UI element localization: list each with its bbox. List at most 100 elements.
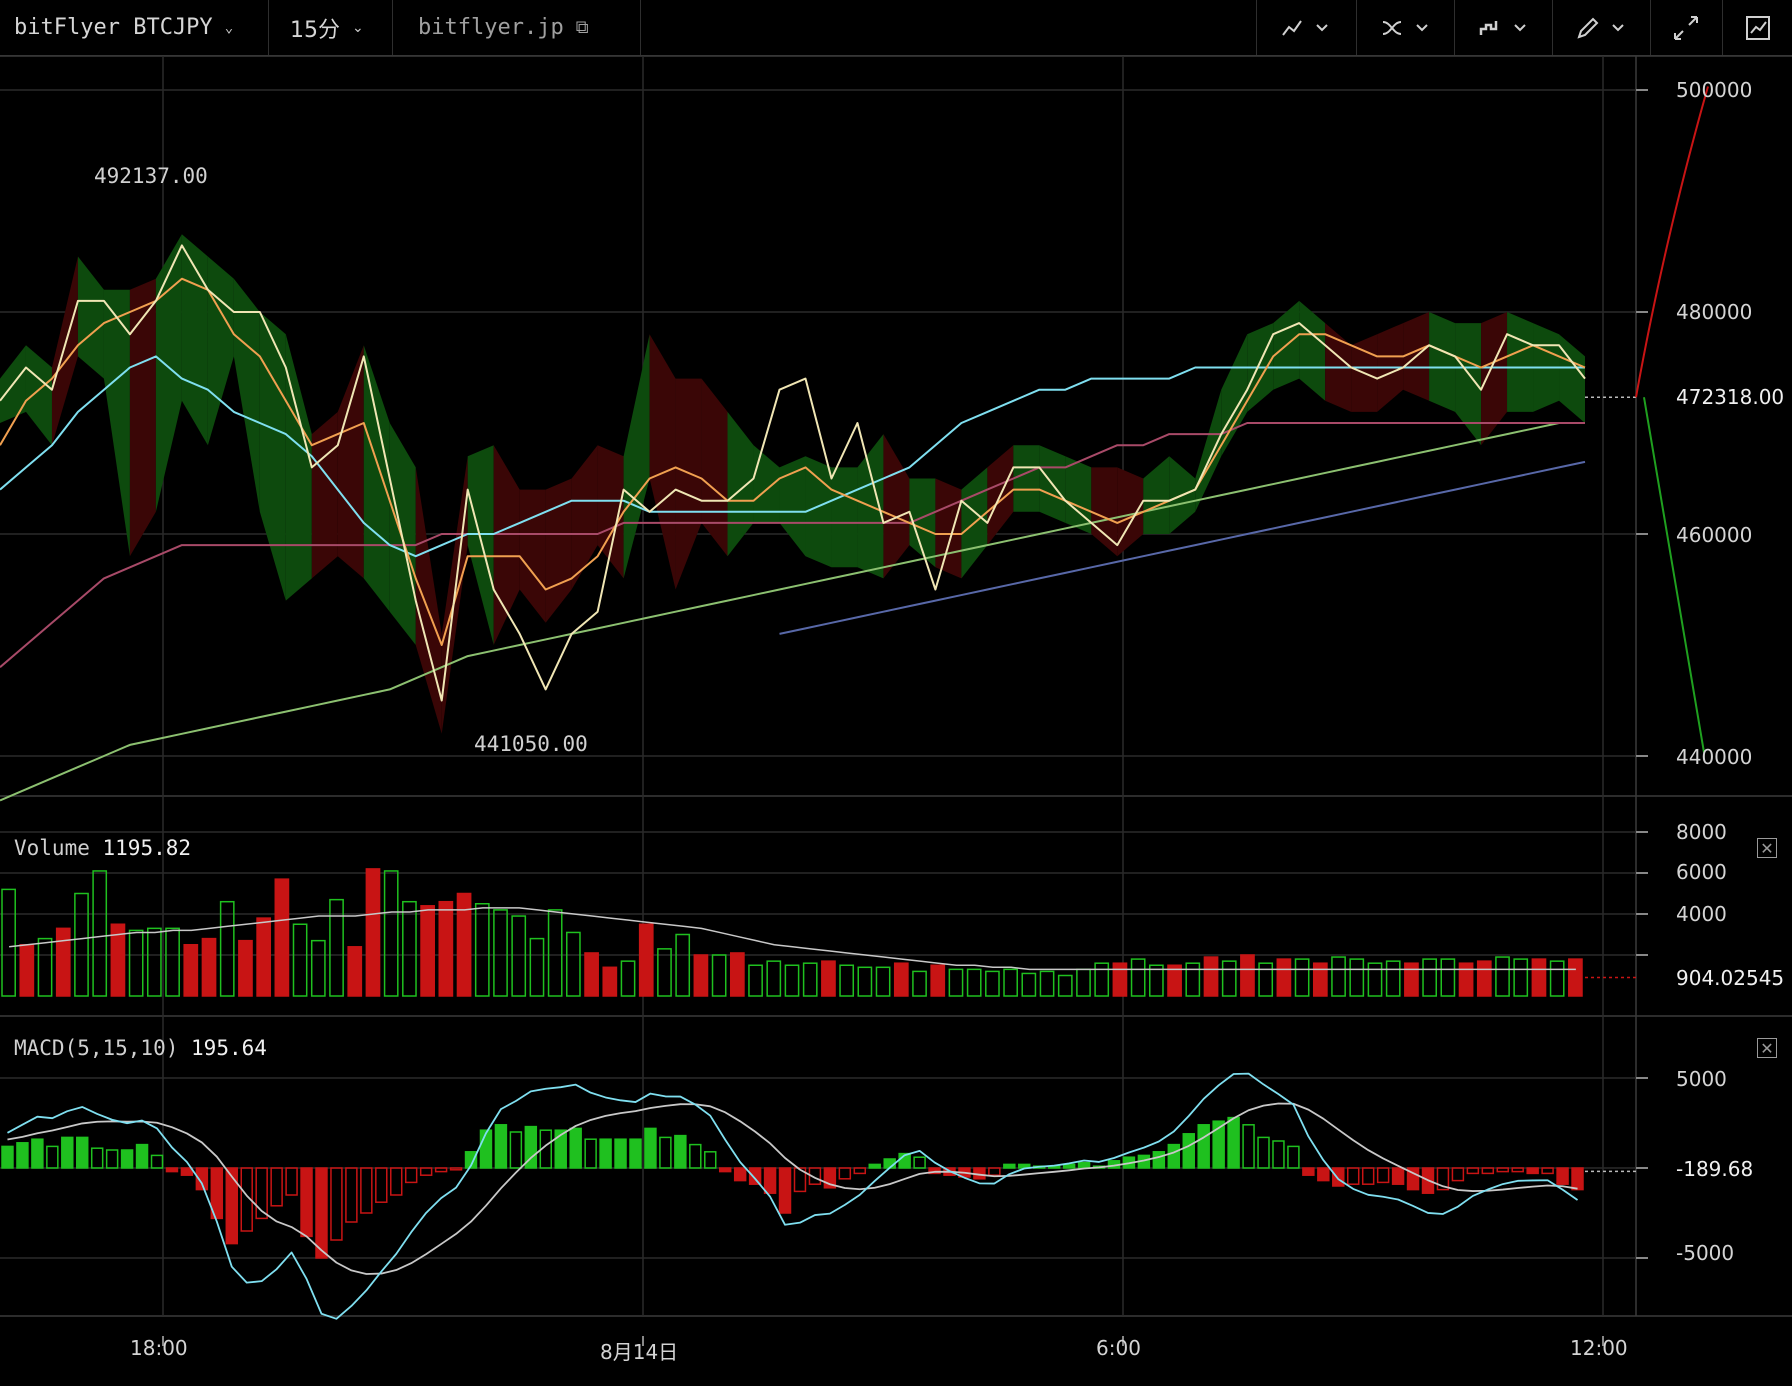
macd-histogram-bar bbox=[1077, 1161, 1091, 1169]
macd-signal-line bbox=[7, 1102, 1578, 1275]
volume-last-label: 904.02545 bbox=[1676, 966, 1785, 990]
macd-histogram-bar bbox=[449, 1167, 463, 1171]
volume-bar bbox=[602, 966, 618, 997]
volume-bar bbox=[146, 927, 162, 997]
interval-selector[interactable]: 15分 ⌄ bbox=[290, 0, 390, 55]
cloud-segment bbox=[467, 445, 494, 645]
volume-value: 1195.82 bbox=[102, 836, 192, 860]
volume-bar bbox=[402, 900, 417, 997]
macd-histogram-bar bbox=[1556, 1167, 1569, 1185]
cloud-segment bbox=[1143, 456, 1170, 534]
macd-histogram-bar bbox=[599, 1138, 612, 1169]
macd-histogram-bar bbox=[61, 1136, 74, 1169]
volume-bar bbox=[201, 937, 217, 997]
macd-histogram-bar bbox=[1287, 1145, 1300, 1169]
close-volume-icon[interactable]: ✕ bbox=[1757, 838, 1777, 858]
volume-bar bbox=[347, 946, 363, 997]
macd-histogram-bar bbox=[1317, 1167, 1330, 1182]
volume-bar bbox=[1276, 958, 1292, 997]
price-panel bbox=[0, 86, 1709, 802]
macd-histogram-bar bbox=[659, 1136, 672, 1169]
cloud-segment bbox=[155, 234, 182, 512]
macd-histogram-bar bbox=[195, 1167, 209, 1191]
volume-bar bbox=[310, 939, 326, 997]
volume-bar bbox=[857, 966, 873, 997]
volume-bar bbox=[821, 960, 836, 997]
volume-bar bbox=[1221, 960, 1237, 997]
cloud-segment bbox=[1429, 312, 1456, 412]
macd-histogram-bar bbox=[1182, 1133, 1195, 1169]
volume-panel bbox=[1, 868, 1636, 997]
symbol-selector[interactable]: bitFlyer BTCJPY ⌄ bbox=[14, 0, 264, 55]
macd-histogram-bar bbox=[838, 1167, 852, 1180]
volume-bar bbox=[511, 915, 527, 997]
volume-bar bbox=[729, 952, 745, 997]
cloud-segment bbox=[337, 345, 364, 579]
indicator-line-icon[interactable] bbox=[1262, 0, 1352, 55]
cloud-segment bbox=[701, 378, 728, 557]
cloud-segment bbox=[363, 345, 390, 612]
macd-histogram-bar bbox=[135, 1143, 149, 1169]
volume-bar bbox=[748, 964, 763, 997]
volume-bar bbox=[1385, 960, 1401, 997]
macd-histogram-bar bbox=[1212, 1120, 1225, 1169]
chart-style-icon[interactable] bbox=[1460, 0, 1550, 55]
depth-ask-line bbox=[1635, 86, 1709, 398]
volume-bar bbox=[183, 944, 199, 997]
snapshot-icon[interactable] bbox=[1728, 0, 1788, 55]
volume-bar bbox=[1440, 958, 1456, 997]
macd-histogram-bar bbox=[1332, 1167, 1345, 1187]
site-link[interactable]: bitflyer.jp ⧉ bbox=[418, 0, 638, 55]
volume-bar bbox=[912, 970, 927, 997]
y-tick-460000: 460000 bbox=[1676, 523, 1753, 547]
volume-bar bbox=[474, 903, 490, 997]
macd-histogram-bar bbox=[1, 1145, 14, 1169]
close-macd-icon[interactable]: ✕ bbox=[1757, 1038, 1777, 1058]
interval-label: 15分 bbox=[290, 17, 340, 43]
macd-tick-5000: 5000 bbox=[1676, 1067, 1727, 1091]
volume-bar bbox=[1495, 956, 1510, 997]
compare-icon[interactable] bbox=[1362, 0, 1452, 55]
volume-bar bbox=[1094, 962, 1110, 997]
volume-bar bbox=[547, 909, 563, 997]
volume-bar bbox=[1203, 956, 1219, 997]
volume-bar bbox=[1039, 970, 1055, 997]
volume-bar bbox=[566, 931, 581, 997]
macd-histogram-bar bbox=[1391, 1167, 1405, 1185]
macd-histogram-bar bbox=[1571, 1167, 1584, 1191]
cloud-segment bbox=[1091, 467, 1118, 557]
fullscreen-icon[interactable] bbox=[1656, 0, 1716, 55]
volume-bar bbox=[802, 962, 818, 997]
macd-histogram-bar bbox=[748, 1167, 762, 1185]
volume-bar bbox=[1149, 964, 1164, 997]
volume-bar bbox=[657, 948, 672, 997]
cloud-segment bbox=[233, 278, 260, 512]
symbol-label: bitFlyer BTCJPY bbox=[14, 15, 213, 40]
volume-bar bbox=[37, 937, 53, 997]
macd-histogram-bar bbox=[225, 1167, 238, 1245]
volume-bar bbox=[766, 960, 782, 997]
macd-histogram-bar bbox=[105, 1149, 119, 1169]
volume-bar bbox=[620, 960, 636, 997]
volume-bar bbox=[456, 892, 472, 997]
site-label: bitflyer.jp bbox=[418, 15, 564, 40]
macd-histogram-bar bbox=[988, 1167, 1001, 1176]
volume-bar bbox=[365, 868, 381, 997]
volume-bar bbox=[875, 966, 891, 997]
macd-histogram-bar bbox=[255, 1167, 268, 1220]
macd-histogram-bar bbox=[1152, 1151, 1166, 1169]
macd-histogram-bar bbox=[1347, 1167, 1360, 1185]
macd-histogram-bar bbox=[733, 1167, 747, 1182]
macd-histogram-bar bbox=[494, 1124, 508, 1169]
volume-bar bbox=[784, 964, 800, 997]
macd-histogram-bar bbox=[479, 1129, 493, 1169]
macd-histogram-bar bbox=[1062, 1163, 1076, 1169]
drawing-pencil-icon[interactable] bbox=[1558, 0, 1648, 55]
macd-histogram-bar bbox=[1541, 1167, 1554, 1175]
macd-histogram-bar bbox=[644, 1127, 657, 1169]
external-link-icon: ⧉ bbox=[575, 17, 589, 38]
volume-bar bbox=[238, 939, 253, 997]
macd-histogram-bar bbox=[1003, 1163, 1016, 1169]
macd-histogram-bar bbox=[315, 1167, 328, 1259]
